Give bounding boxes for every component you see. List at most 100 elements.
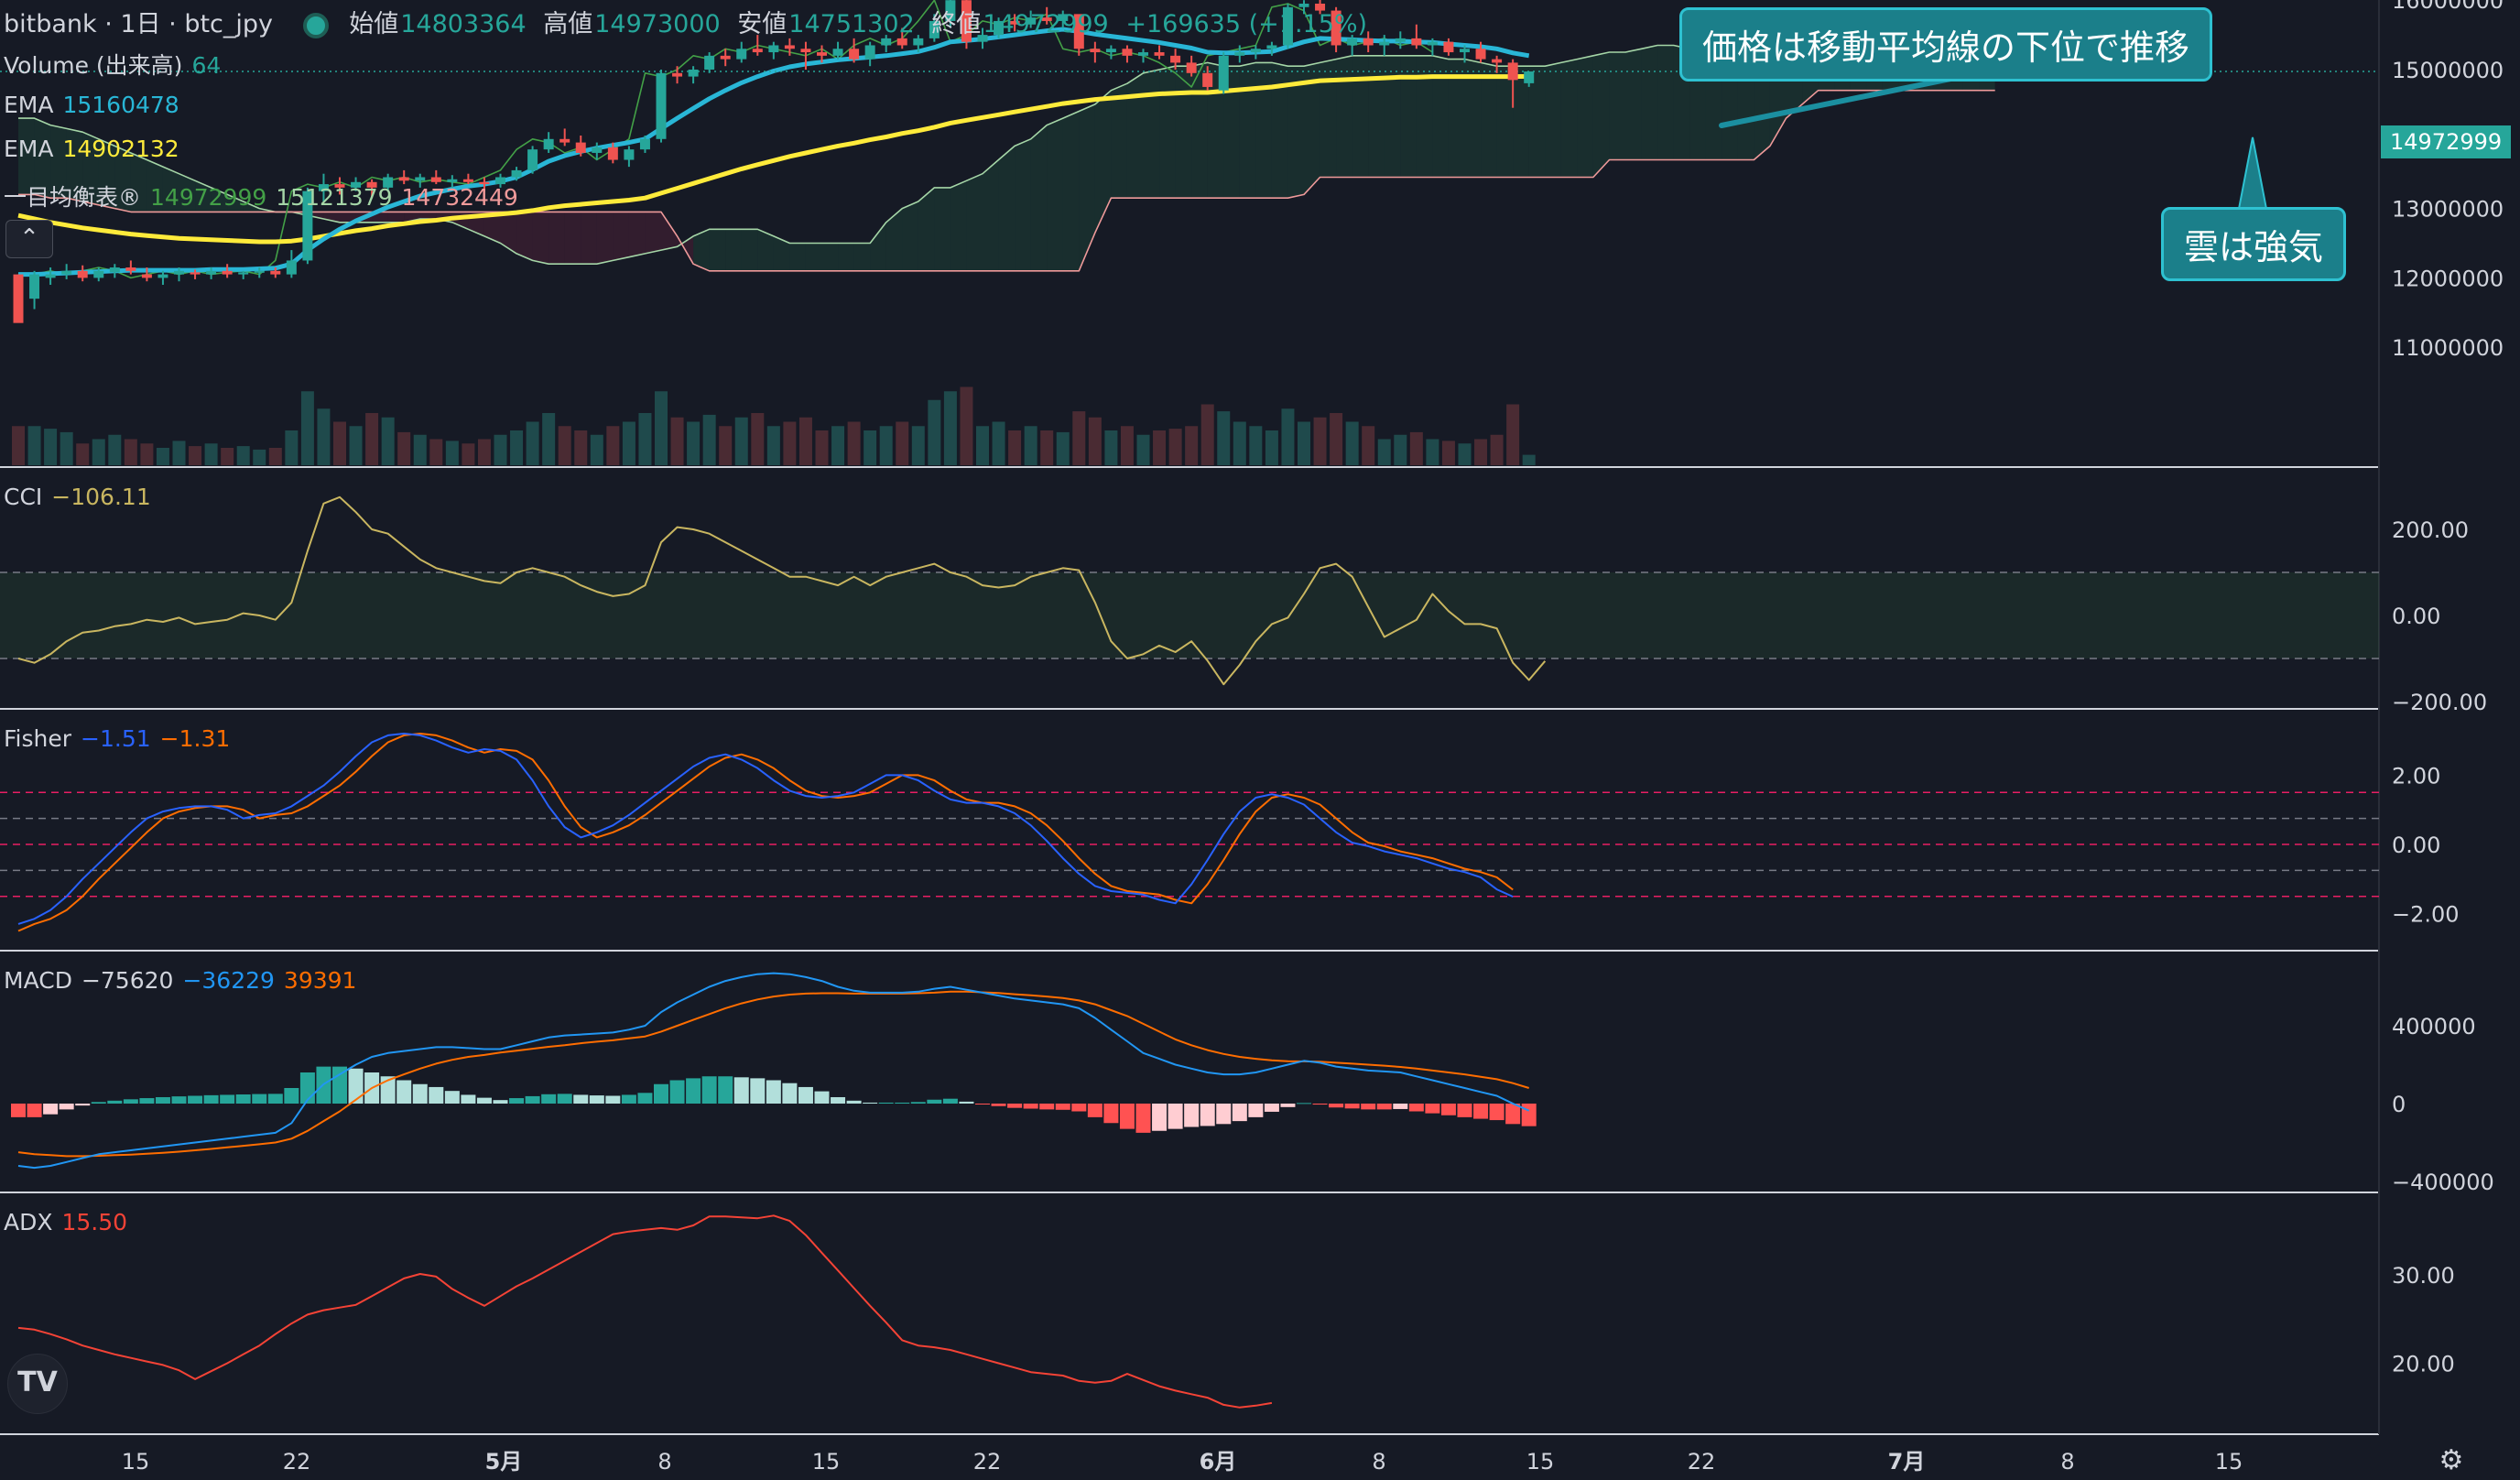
volume-bar: [798, 417, 812, 465]
volume-bar: [1265, 430, 1278, 465]
macd-histogram-bar: [895, 1102, 910, 1104]
volume-bar: [1024, 426, 1037, 465]
macd-histogram-bar: [412, 1083, 428, 1104]
macd-histogram-bar: [171, 1096, 187, 1104]
cloud-segment: [483, 212, 501, 244]
fisher-line: [17, 733, 1514, 925]
macd-histogram-bar: [1440, 1104, 1456, 1115]
volume-bar: [462, 443, 475, 465]
macd-histogram-bar: [750, 1078, 766, 1104]
candle-body: [784, 45, 795, 49]
candle-body: [398, 177, 409, 181]
volume-bar: [976, 426, 989, 465]
tradingview-logo[interactable]: TV: [7, 1354, 68, 1414]
volume-bar: [928, 399, 941, 465]
collapse-legend-button[interactable]: ⌃: [5, 220, 53, 258]
cloud-segment: [516, 212, 533, 261]
macd-histogram-bar: [1184, 1104, 1200, 1127]
cloud-segment: [195, 180, 212, 212]
volume-bar: [108, 434, 122, 465]
price-axis-label: 15000000: [2392, 58, 2504, 83]
cloud-segment: [1481, 62, 1497, 178]
macd-histogram-bar: [1489, 1104, 1504, 1121]
macd-histogram-bar: [701, 1076, 717, 1104]
candle-body: [592, 147, 603, 153]
volume-bar: [1072, 411, 1086, 465]
cloud-segment: [613, 212, 629, 261]
chevron-up-icon: ⌃: [19, 224, 39, 252]
cloud-segment: [918, 187, 935, 271]
macd-histogram-bar: [1280, 1104, 1296, 1107]
volume-bar: [815, 430, 829, 465]
volume-bar: [236, 446, 250, 465]
macd-histogram-bar: [348, 1068, 364, 1104]
cloud-segment: [1239, 62, 1256, 199]
volume-bar: [1522, 454, 1536, 465]
volume-bars: [12, 386, 1536, 465]
volume-bar: [477, 439, 491, 465]
macd-histogram-bar: [1007, 1104, 1023, 1108]
volume-bar: [831, 426, 845, 465]
cloud-segment: [243, 201, 260, 212]
candle-body: [1347, 38, 1358, 46]
candle-body: [430, 177, 441, 182]
gear-icon[interactable]: ⚙: [2439, 1444, 2464, 1476]
candle-body: [479, 181, 490, 185]
cloud-segment: [1030, 125, 1048, 271]
volume-bar: [864, 430, 877, 465]
callout-price-below-ma[interactable]: 価格は移動平均線の下位で推移: [1679, 7, 2213, 82]
cloud-segment: [1159, 66, 1176, 199]
candle-body: [125, 267, 136, 271]
time-axis-label: 15: [812, 1449, 841, 1475]
macd-histogram-bar: [669, 1080, 685, 1104]
volume-bar: [896, 421, 909, 465]
volume-bar: [622, 421, 635, 465]
cloud-segment: [693, 229, 710, 271]
cloud-segment: [1448, 59, 1465, 178]
candle-body: [1411, 38, 1422, 46]
ema-fast-line: [18, 27, 1530, 278]
volume-bar: [445, 441, 459, 465]
cloud-segment: [1657, 45, 1674, 160]
cloud-segment: [1368, 55, 1385, 178]
macd-histogram-bar: [155, 1096, 170, 1104]
candle-body: [688, 70, 699, 77]
candle-body: [817, 52, 827, 56]
candle-body: [238, 272, 249, 275]
candle-body: [1170, 55, 1181, 63]
volume-bar: [494, 434, 507, 465]
macd-histogram-bar: [991, 1104, 1006, 1106]
macd-histogram-bar: [910, 1102, 926, 1104]
time-axis-label: 8: [1372, 1449, 1385, 1475]
macd-histogram-bar: [75, 1104, 91, 1106]
volume-bar: [590, 434, 603, 465]
volume-bar: [1185, 426, 1199, 465]
candle-body: [1122, 49, 1133, 56]
volume-bar: [734, 417, 748, 465]
volume-bar: [1426, 439, 1439, 465]
cloud-segment: [564, 212, 581, 265]
candle-body: [913, 38, 924, 46]
macd-histogram-bar: [621, 1094, 636, 1104]
macd-histogram-bar: [718, 1076, 733, 1104]
cloud-segment: [1400, 55, 1417, 178]
cci-axis-label: 0.00: [2392, 604, 2440, 629]
callout-cloud-bullish[interactable]: 雲は強気: [2161, 207, 2347, 281]
candle-body: [832, 49, 843, 56]
cloud-segment: [870, 222, 886, 271]
macd-histogram-bar: [1216, 1104, 1232, 1125]
fisher-pane: [0, 733, 2379, 932]
cloud-segment: [1577, 55, 1593, 178]
volume-bar: [655, 391, 668, 465]
adx-axis-label: 30.00: [2392, 1263, 2455, 1289]
candlesticks: [13, 0, 1535, 323]
cloud-segment: [1528, 66, 1546, 178]
time-axis-label: 22: [283, 1449, 311, 1475]
cloud-segment: [677, 235, 694, 265]
macd-histogram-bar: [461, 1094, 476, 1104]
macd-line: [17, 972, 1530, 1170]
cloud-segment: [821, 243, 839, 271]
macd-histogram-bar: [1505, 1104, 1521, 1125]
